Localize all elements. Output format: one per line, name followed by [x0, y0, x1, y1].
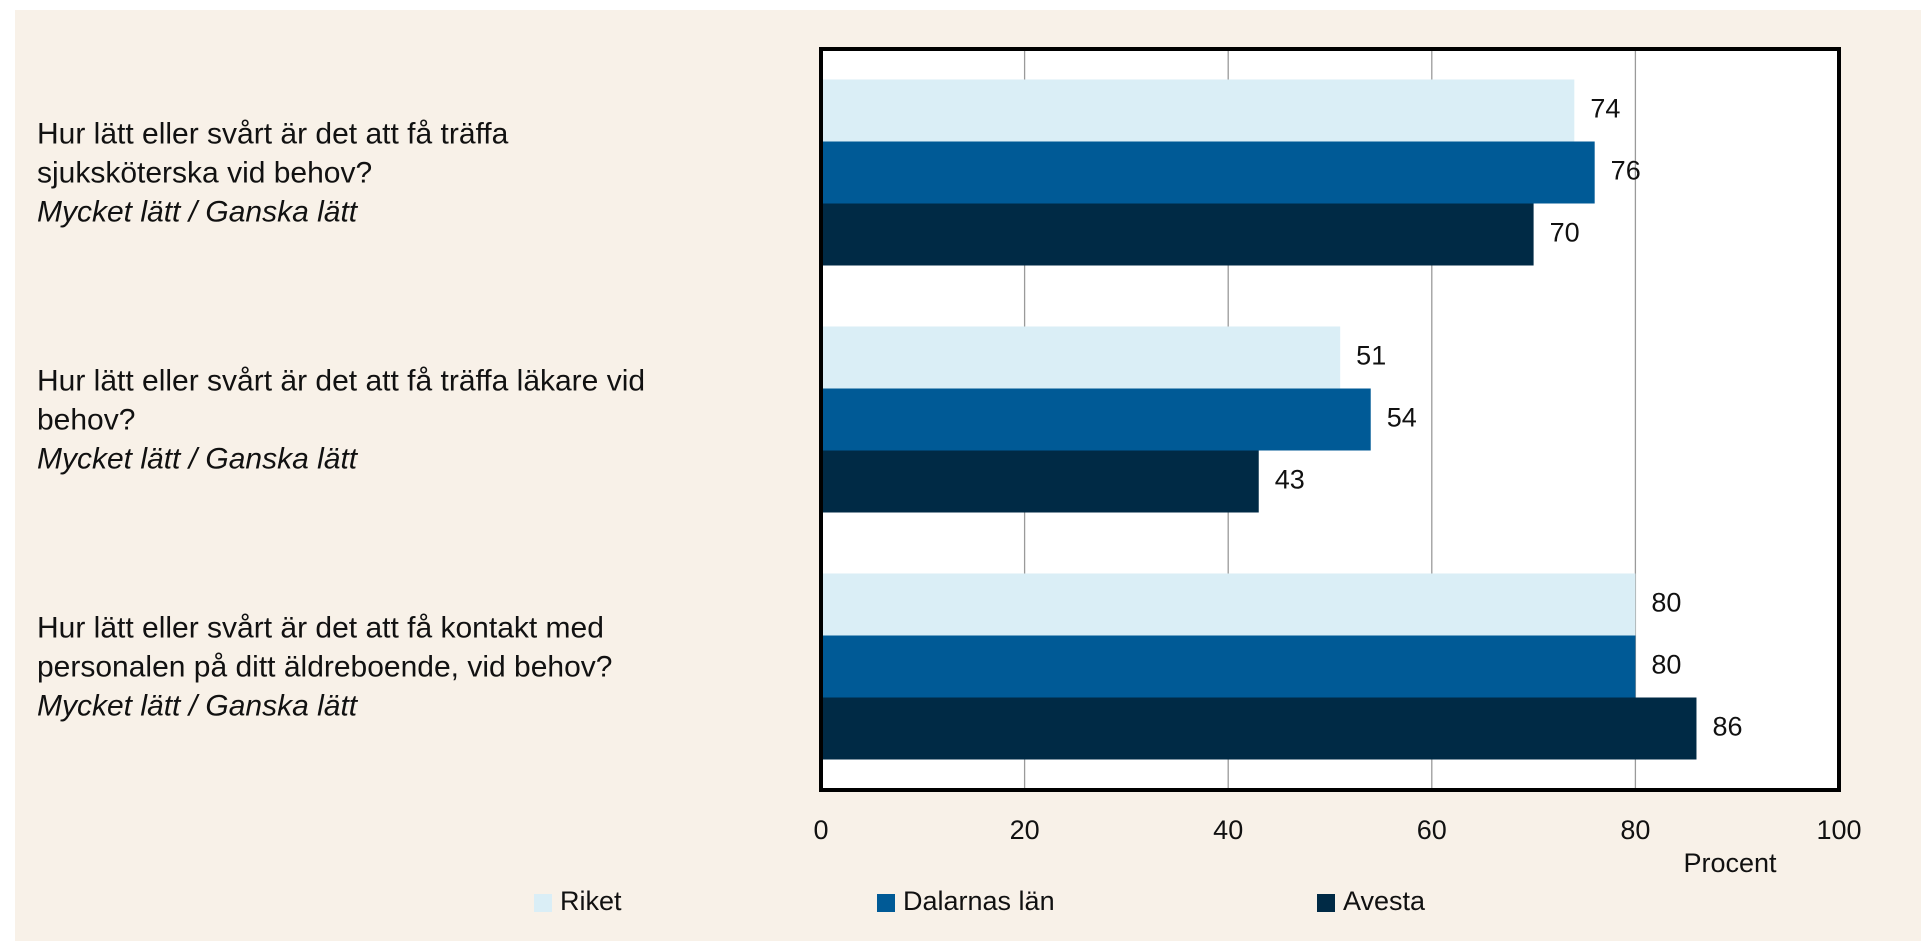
value-label: 54	[1387, 403, 1417, 433]
value-label: 76	[1611, 156, 1641, 186]
category-label: Hur lätt eller svårt är det att få träff…	[37, 114, 647, 231]
category-question: Hur lätt eller svårt är det att få träff…	[37, 364, 646, 436]
bar	[821, 326, 1341, 389]
x-tick-label: 0	[813, 815, 828, 845]
legend-label: Riket	[560, 886, 622, 916]
bar	[821, 573, 1636, 636]
bar	[821, 203, 1534, 266]
value-label: 86	[1712, 712, 1742, 742]
x-tick-label: 20	[1010, 815, 1040, 845]
category-label: Hur lätt eller svårt är det att få träff…	[37, 361, 647, 478]
value-label: 74	[1590, 94, 1620, 124]
x-axis-label: Procent	[1683, 848, 1777, 878]
bar	[821, 697, 1697, 760]
plot-border	[819, 47, 1841, 792]
value-label: 80	[1651, 650, 1681, 680]
legend-label: Dalarnas län	[903, 886, 1055, 916]
x-tick-label: 80	[1620, 815, 1650, 845]
category-subtitle: Mycket lätt / Ganska lätt	[37, 689, 358, 722]
legend-swatch	[877, 894, 895, 912]
category-question: Hur lätt eller svårt är det att få träff…	[37, 117, 509, 189]
category-label: Hur lätt eller svårt är det att få konta…	[37, 608, 647, 725]
x-tick-label: 100	[1816, 815, 1861, 845]
value-label: 51	[1356, 341, 1386, 371]
bar	[821, 635, 1636, 698]
legend-swatch	[1317, 894, 1335, 912]
value-label: 80	[1651, 588, 1681, 618]
bar	[821, 450, 1259, 513]
category-question: Hur lätt eller svårt är det att få konta…	[37, 611, 613, 683]
bar	[821, 141, 1595, 204]
legend-swatch	[534, 894, 552, 912]
x-tick-label: 40	[1213, 815, 1243, 845]
x-tick-label: 60	[1417, 815, 1447, 845]
value-label: 70	[1550, 218, 1580, 248]
value-label: 43	[1275, 465, 1305, 495]
category-subtitle: Mycket lätt / Ganska lätt	[37, 442, 358, 475]
category-subtitle: Mycket lätt / Ganska lätt	[37, 195, 358, 228]
bar	[821, 388, 1371, 451]
legend-label: Avesta	[1343, 886, 1426, 916]
bar	[821, 79, 1575, 142]
